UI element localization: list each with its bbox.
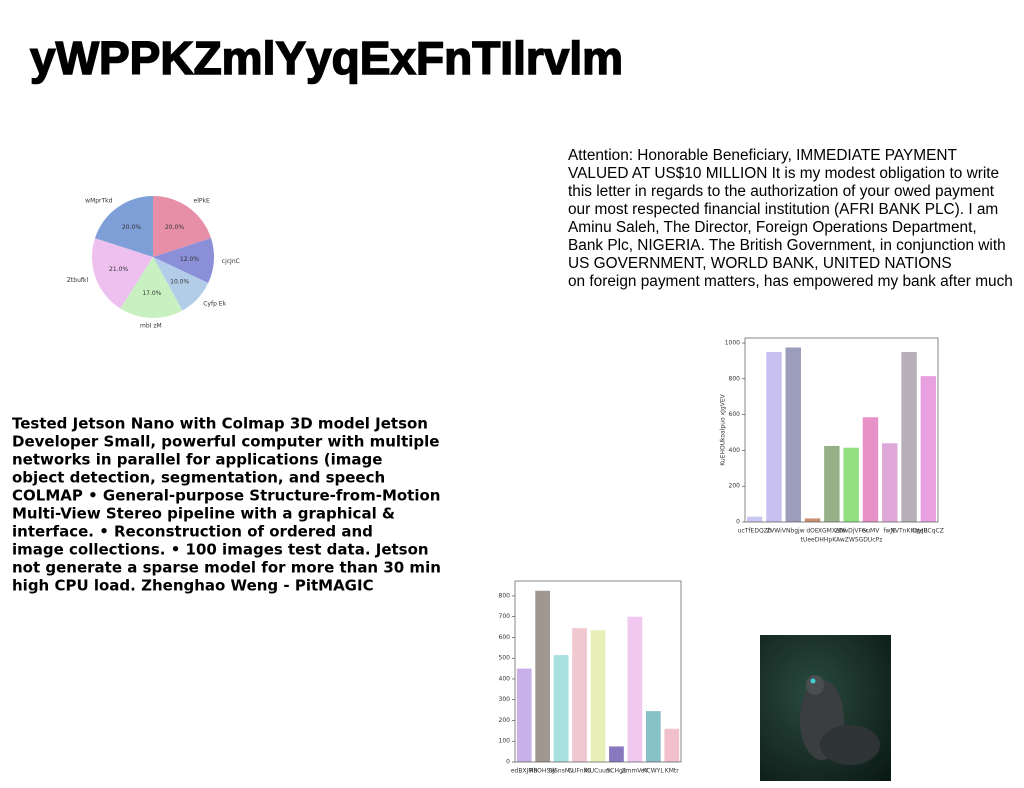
x-tick-label: RbOHSW <box>529 768 556 775</box>
slice-percent: 12.0% <box>180 256 199 263</box>
x-tick-label: XGMXaNl <box>818 528 846 535</box>
x-tick-label: VNbgjw <box>782 528 805 535</box>
y-tick-label: 500 <box>499 655 511 662</box>
page-title: yWPPKZmlYyqExFnTIlrvlm <box>30 32 623 84</box>
article-line: COLMAP • General-purpose Structure-from-… <box>12 487 440 505</box>
slice-label: elPkE <box>194 198 210 205</box>
bar <box>627 616 643 762</box>
y-tick-label: 1000 <box>725 340 740 347</box>
slice-label: Cyfp Ek <box>203 301 226 308</box>
bar <box>804 518 821 522</box>
bar <box>516 668 532 762</box>
x-tick-label: ZmmVeY <box>621 768 648 775</box>
bar <box>590 630 606 762</box>
slice-percent: 10.0% <box>170 279 189 286</box>
x-tick-label: ZDwDjVFer <box>834 528 868 535</box>
y-tick-label: 400 <box>499 675 511 682</box>
bar <box>609 746 624 762</box>
slice-percent: 20.0% <box>165 224 184 231</box>
y-tick-label: 200 <box>729 483 741 490</box>
letter-line: on foreign payment matters, has empowere… <box>568 273 1013 290</box>
article-line: Multi-View Stereo pipeline with a graphi… <box>12 505 395 523</box>
bar <box>843 447 859 522</box>
article-line: Developer Small, powerful computer with … <box>12 433 439 451</box>
x-tick-label: fwJE <box>884 528 897 535</box>
slice-percent: 20.0% <box>122 224 141 231</box>
bar <box>901 351 917 522</box>
bar <box>553 655 569 762</box>
y-tick-label: 600 <box>729 411 741 418</box>
slice-label: Ztbufkl <box>67 277 89 284</box>
y-tick-label: 700 <box>499 613 511 620</box>
pie-slice <box>94 196 153 257</box>
x-tick-label: KCWYL <box>643 768 664 775</box>
y-tick-label: 300 <box>499 696 511 703</box>
bar <box>664 728 680 762</box>
y-tick-label: 0 <box>736 519 740 526</box>
x-tick-label: CUFnKS <box>568 768 592 775</box>
bar <box>785 347 801 522</box>
bird-head <box>806 675 824 695</box>
branch <box>820 725 880 765</box>
article-line: Tested Jetson Nano with Colmap 3D model … <box>12 415 428 433</box>
x-tick-label: SCHgx <box>607 768 627 775</box>
letter-line: Bank Plc, NIGERIA. The British Governmen… <box>568 237 1006 254</box>
letter-line: Attention: Honorable Beneficiary, IMMEDI… <box>568 147 957 164</box>
y-tick-label: 800 <box>729 375 741 382</box>
y-tick-label: 800 <box>499 592 511 599</box>
y-axis-label: KuEHOUkoalpuo xJgVEV <box>720 393 727 465</box>
bird-eye <box>810 678 816 684</box>
y-tick-label: 200 <box>499 717 511 724</box>
x-tick-label: SjSnsMv <box>549 768 574 775</box>
article-line: not generate a sparse model for more tha… <box>12 559 441 577</box>
plot-frame <box>514 580 682 763</box>
pie-slice <box>153 257 209 311</box>
bar <box>645 711 661 762</box>
bar <box>572 628 587 762</box>
x-tick-label: ucTfEDQZb <box>738 528 772 535</box>
slice-label: mbI zM <box>140 322 162 329</box>
bar <box>535 590 551 762</box>
bar <box>824 445 840 522</box>
slice-label: wMprTkd <box>85 198 112 205</box>
y-tick-label: 100 <box>499 738 511 745</box>
x-axis-label: tUeeDHHpKAwZWSGDUcPz <box>801 537 883 544</box>
y-tick-label: 0 <box>506 759 510 766</box>
letter-line: our most respected financial institution… <box>568 201 998 218</box>
plot-frame <box>744 337 939 523</box>
letter-line: this letter in regards to the authorizat… <box>568 183 995 200</box>
x-tick-label: GuMV <box>862 528 881 535</box>
pie-slice <box>91 238 153 309</box>
bar <box>882 443 898 522</box>
article-line: interface. • Reconstruction of ordered a… <box>12 523 373 541</box>
pie-slice <box>120 257 183 318</box>
x-tick-label: KMtr <box>665 768 679 775</box>
letter-line: Aminu Saleh, The Director, Foreign Opera… <box>568 219 977 236</box>
bar <box>766 351 782 522</box>
bar <box>862 417 879 522</box>
x-tick-label: DteBCqCZ <box>913 528 944 535</box>
bar <box>746 516 763 522</box>
article-line: networks in parallel for applications (i… <box>12 451 382 469</box>
bar <box>920 376 937 522</box>
letter-line: VALUED AT US$10 MILLION It is my modest … <box>568 165 999 182</box>
x-tick-label: edBXJMB <box>511 768 538 775</box>
article-line: high CPU load. Zhenghao Weng - PitMAGIC <box>12 577 374 595</box>
pie-slice <box>153 196 212 257</box>
article-line: image collections. • 100 images test dat… <box>12 541 429 559</box>
letter-line: US GOVERNMENT, WORLD BANK, UNITED NATION… <box>568 255 952 272</box>
x-tick-label: NVTnKKqyJR <box>890 528 927 535</box>
y-tick-label: 600 <box>499 634 511 641</box>
x-tick-label: dOE <box>806 528 819 535</box>
y-tick-label: 400 <box>729 447 741 454</box>
x-tick-label: lKUCuum <box>584 768 612 775</box>
slice-percent: 21.0% <box>109 266 128 273</box>
photo <box>760 635 891 781</box>
slice-percent: 17.0% <box>142 290 161 297</box>
pie-slice <box>153 238 214 283</box>
article-line: object detection, segmentation, and spee… <box>12 469 385 487</box>
slice-label: cjcJnC <box>222 258 240 265</box>
x-tick-label: ZVWi <box>766 528 782 535</box>
